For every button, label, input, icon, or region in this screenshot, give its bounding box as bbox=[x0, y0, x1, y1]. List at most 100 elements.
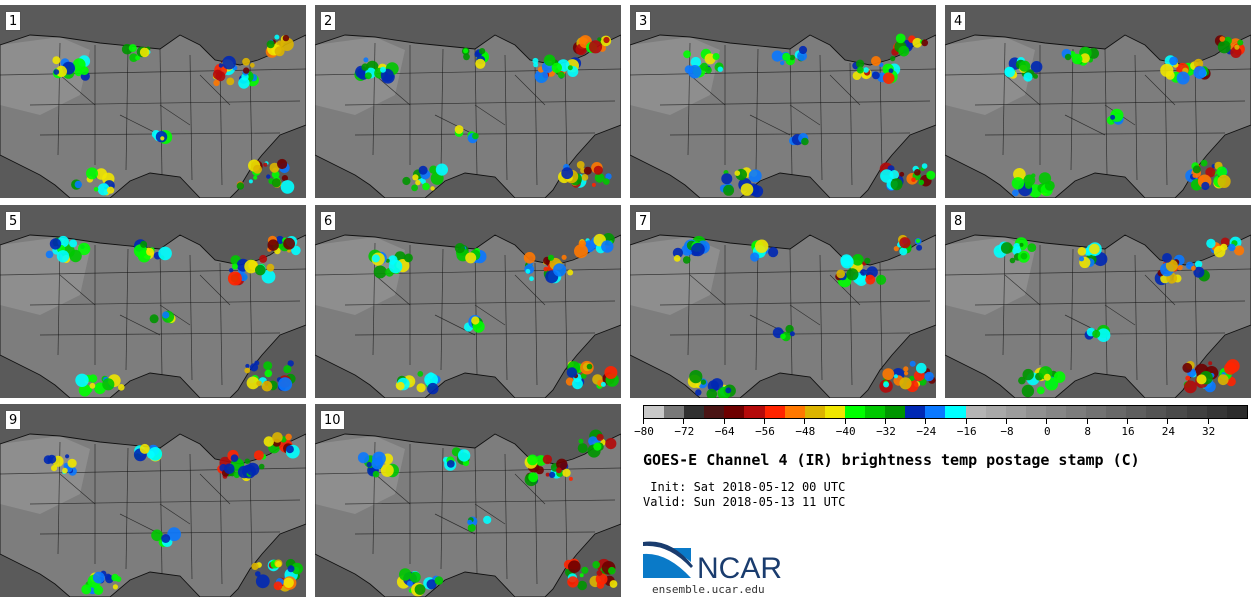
state-border bbox=[374, 473, 411, 505]
cloud-top-cell bbox=[263, 162, 268, 167]
cloud-top-cell bbox=[388, 259, 403, 274]
cloud-top-cell bbox=[909, 360, 916, 367]
cloud-top-cell bbox=[592, 561, 600, 569]
cloud-top-cell bbox=[149, 314, 159, 324]
cloud-top-cell bbox=[472, 132, 479, 140]
colorbar-tick bbox=[1207, 419, 1209, 424]
coastline bbox=[315, 433, 621, 597]
state-border bbox=[119, 513, 161, 535]
cloud-top-cell bbox=[547, 254, 555, 261]
cloud-top-cell bbox=[457, 449, 471, 462]
cloud-top-cell bbox=[427, 382, 439, 395]
member-panel[interactable]: 10 bbox=[315, 404, 621, 597]
colorbar-segment bbox=[744, 406, 765, 418]
state-border bbox=[159, 503, 191, 525]
cloud-top-cell bbox=[230, 454, 239, 462]
cloud-top-cell bbox=[751, 185, 764, 198]
cloud-top-cell bbox=[414, 584, 426, 595]
ensemble-url[interactable]: ensemble.ucar.edu bbox=[652, 583, 765, 596]
cloud-top-cell bbox=[160, 136, 165, 141]
coastline bbox=[0, 34, 306, 198]
cloud-top-cell bbox=[1019, 60, 1031, 72]
colorbar-segment bbox=[784, 406, 805, 418]
cloud-top-cell bbox=[86, 167, 98, 180]
cloud-top-cell bbox=[69, 249, 82, 263]
cloud-top-cell bbox=[1012, 246, 1022, 256]
state-border bbox=[1002, 42, 1006, 156]
cloud-top-cell bbox=[688, 65, 702, 79]
cloud-top-cell bbox=[890, 178, 903, 191]
member-panel[interactable]: 4 bbox=[945, 5, 1251, 198]
coastline bbox=[945, 34, 1251, 198]
cloud-top-cell bbox=[151, 529, 163, 542]
cloud-top-cell bbox=[357, 452, 370, 464]
cloud-top-cell bbox=[148, 447, 163, 461]
cloud-top-cell bbox=[285, 445, 294, 454]
cloud-top-cell bbox=[690, 56, 701, 68]
member-panel[interactable]: 6 bbox=[315, 205, 621, 398]
state-border bbox=[689, 74, 726, 106]
cloud-top-cell bbox=[525, 268, 531, 274]
state-border bbox=[59, 274, 96, 306]
cloud-top-cell bbox=[366, 461, 372, 468]
cloud-top-cell bbox=[435, 163, 448, 176]
cloud-top-cell bbox=[483, 515, 492, 524]
cloud-top-cell bbox=[1110, 114, 1116, 120]
cloud-top-cell bbox=[750, 252, 760, 262]
cloud-top-cell bbox=[755, 239, 769, 253]
member-panel[interactable]: 1 bbox=[0, 5, 306, 198]
member-panel[interactable]: 9 bbox=[0, 404, 306, 597]
cloud-top-cell bbox=[93, 187, 99, 192]
state-border bbox=[1144, 74, 1176, 106]
cloud-top-cell bbox=[899, 377, 912, 390]
cloud-top-cell bbox=[1000, 242, 1013, 254]
colorbar-tick bbox=[885, 419, 886, 424]
cloud-top-cell bbox=[890, 56, 896, 62]
cloud-top-cell bbox=[1217, 374, 1229, 386]
state-border bbox=[125, 248, 129, 371]
cloud-top-cell bbox=[1191, 265, 1196, 271]
cloud-top-cell bbox=[895, 33, 906, 44]
cloud-top-cell bbox=[899, 247, 908, 256]
member-panel[interactable]: 7 bbox=[630, 205, 936, 398]
state-border bbox=[514, 274, 546, 306]
cloud-top-cell bbox=[139, 443, 150, 454]
member-panel[interactable]: 8 bbox=[945, 205, 1251, 398]
colorbar-segment bbox=[865, 406, 886, 418]
cloud-top-cell bbox=[69, 239, 78, 248]
cloud-top-cell bbox=[418, 165, 428, 175]
cloud-top-cell bbox=[577, 580, 587, 591]
state-border bbox=[504, 54, 508, 181]
cloud-top-cell bbox=[734, 170, 741, 176]
cloud-top-cell bbox=[576, 161, 585, 169]
state-border bbox=[669, 132, 911, 136]
cloud-top-cell bbox=[399, 568, 412, 581]
state-border bbox=[434, 114, 476, 136]
cloud-top-cell bbox=[785, 324, 794, 334]
cloud-top-cell bbox=[53, 69, 60, 75]
state-border bbox=[564, 262, 568, 371]
member-panel[interactable]: 2 bbox=[315, 5, 621, 198]
state-border bbox=[789, 104, 821, 126]
cloud-top-cell bbox=[243, 67, 250, 74]
state-border bbox=[199, 74, 231, 106]
cloud-top-cell bbox=[864, 257, 871, 264]
member-panel[interactable]: 3 bbox=[630, 5, 936, 198]
cloud-top-cell bbox=[1096, 328, 1111, 342]
cloud-top-cell bbox=[1089, 243, 1100, 255]
cloud-top-cell bbox=[782, 52, 791, 61]
cloud-top-cell bbox=[1071, 53, 1083, 65]
colorbar-tick bbox=[764, 419, 765, 424]
cloud-top-cell bbox=[789, 54, 795, 61]
cloud-top-cell bbox=[605, 173, 612, 180]
cloud-top-cell bbox=[282, 34, 290, 42]
member-panel[interactable]: 5 bbox=[0, 205, 306, 398]
state-border bbox=[829, 274, 861, 306]
cloud-top-cell bbox=[254, 571, 261, 577]
cloud-top-cell bbox=[572, 378, 583, 390]
cloud-top-cell bbox=[49, 238, 62, 250]
western-terrain bbox=[0, 37, 90, 115]
cloud-top-cell bbox=[898, 45, 910, 57]
cloud-top-cell bbox=[921, 163, 928, 169]
state-border bbox=[474, 104, 506, 126]
